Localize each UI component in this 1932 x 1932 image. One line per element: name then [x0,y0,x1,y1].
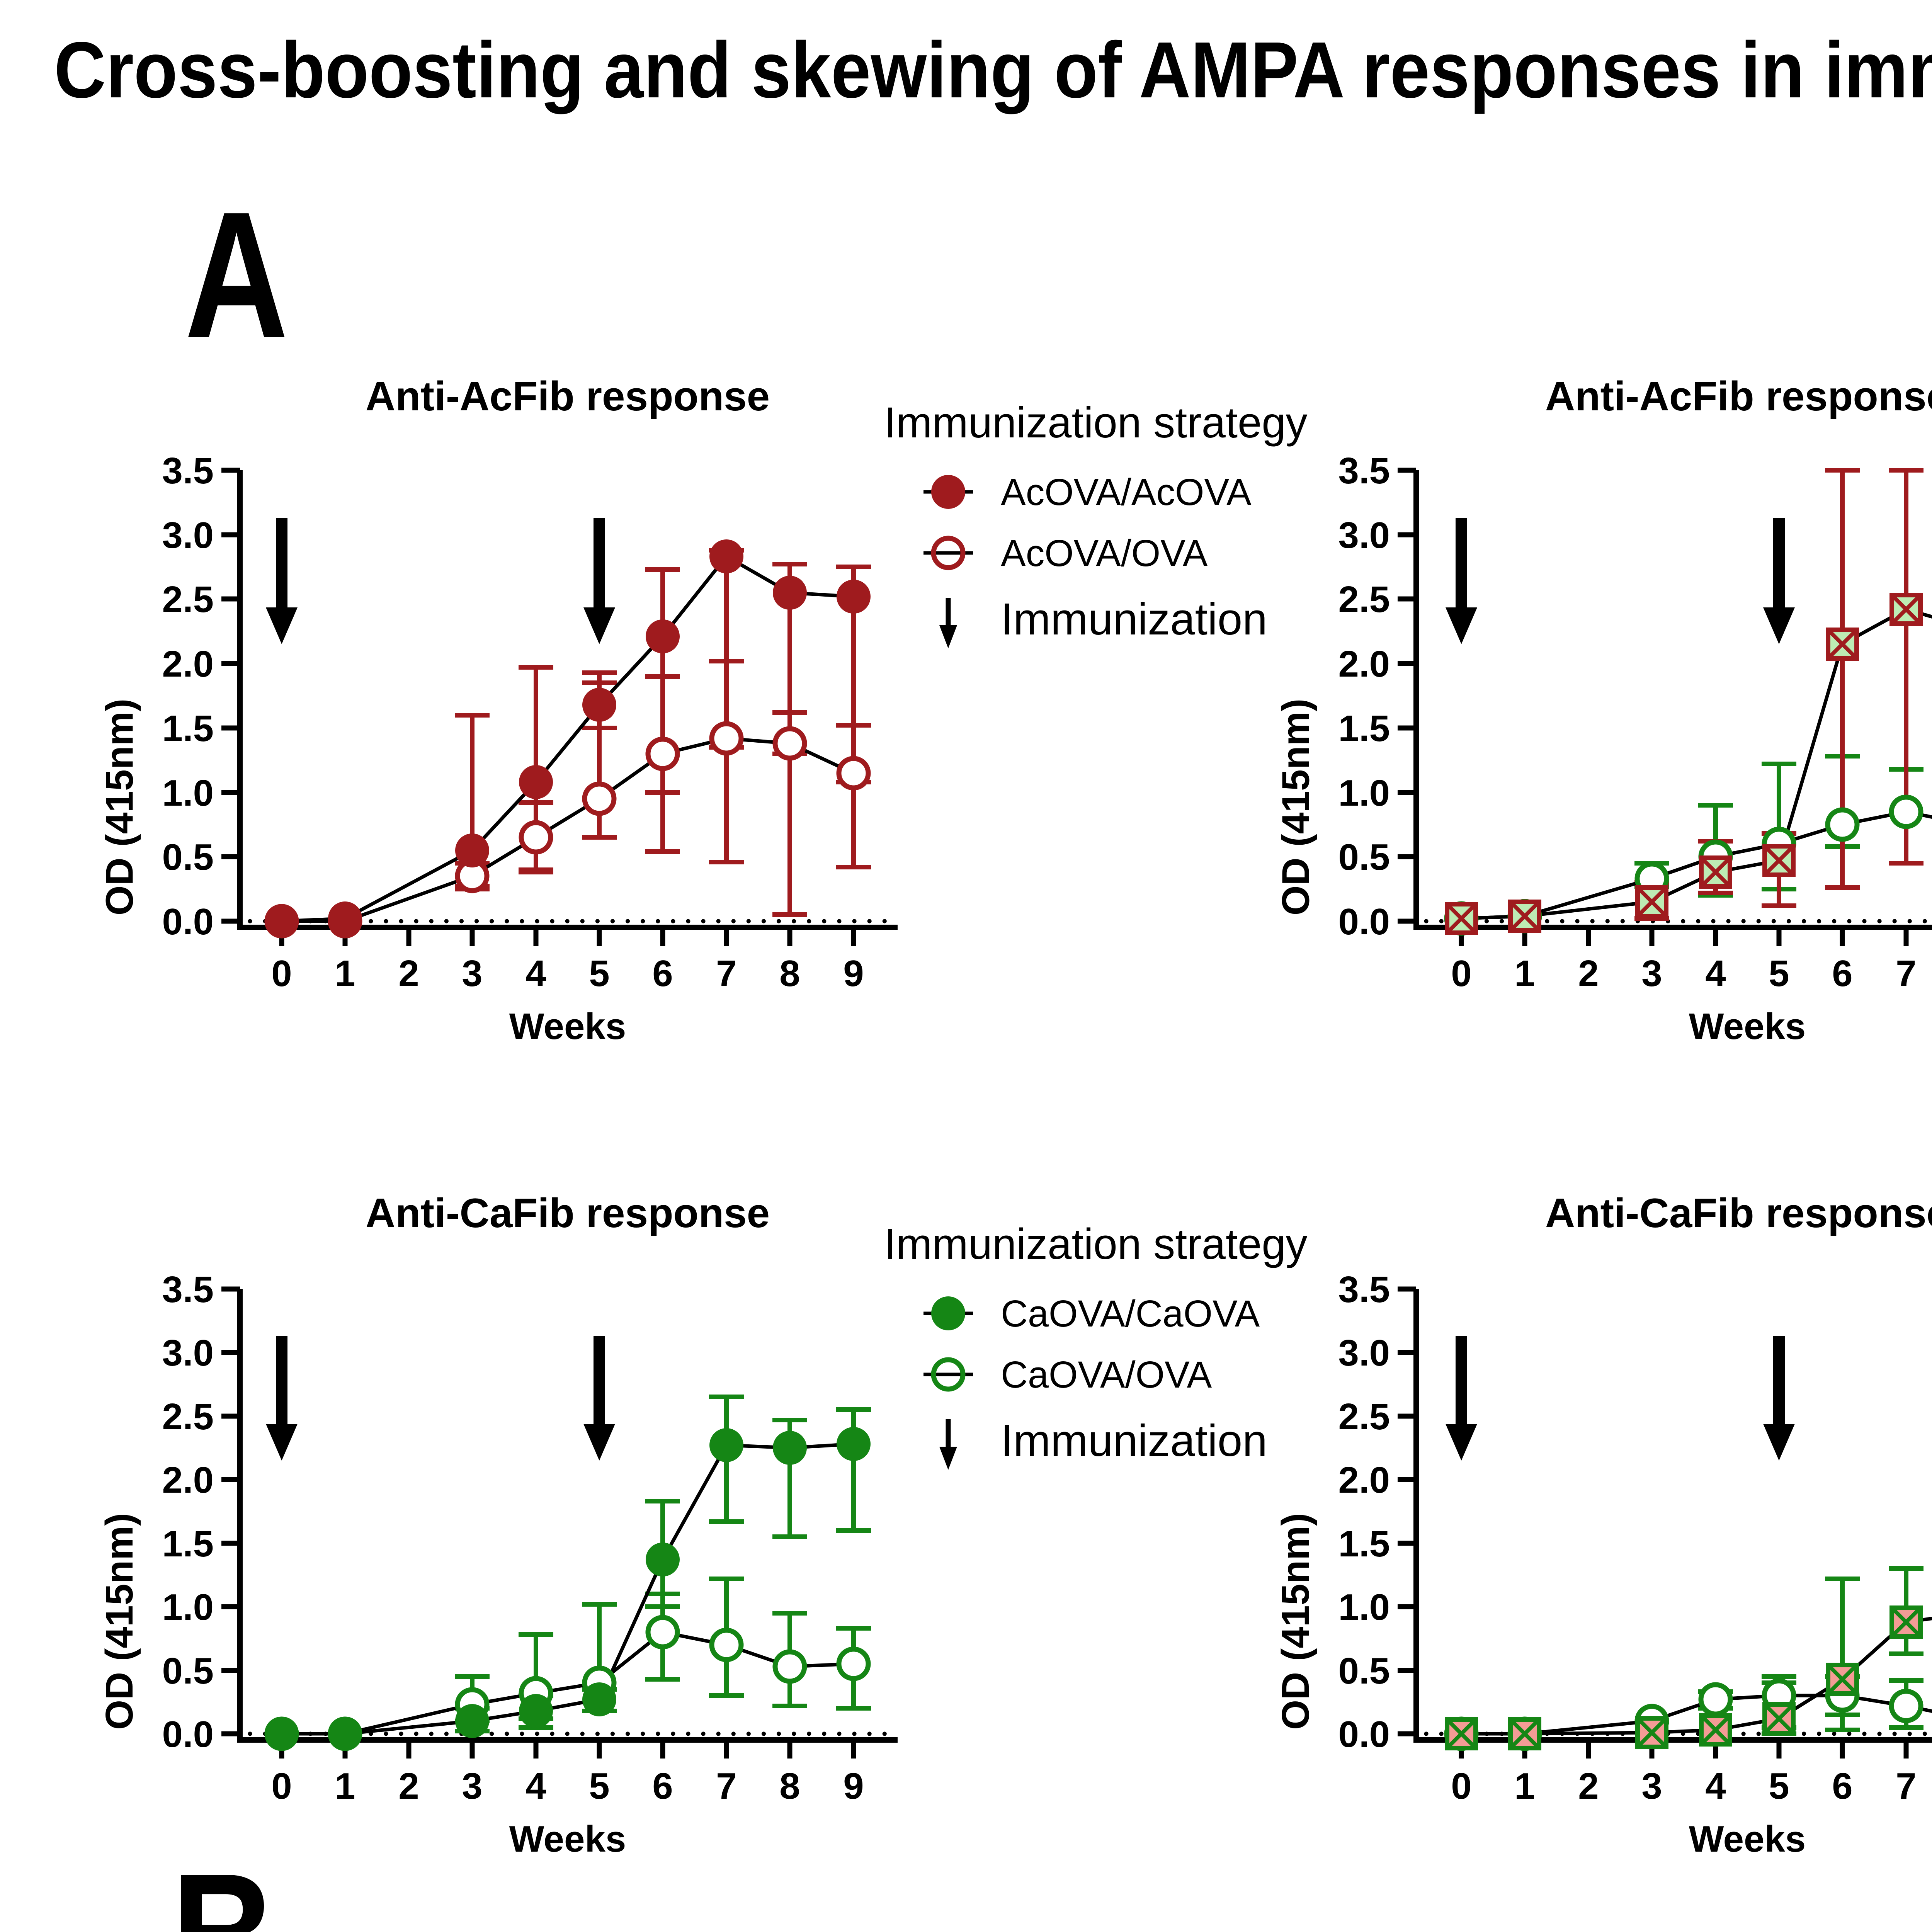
svg-text:2: 2 [398,1765,419,1807]
svg-text:3: 3 [462,953,482,994]
svg-text:5: 5 [589,1765,609,1807]
svg-text:7: 7 [716,953,736,994]
svg-text:2.0: 2.0 [1338,643,1390,685]
svg-text:1.5: 1.5 [1338,708,1390,749]
svg-text:6: 6 [652,1765,673,1807]
svg-text:A: A [185,174,288,375]
svg-text:6: 6 [1832,953,1852,994]
svg-text:0.5: 0.5 [1338,837,1390,878]
svg-text:1: 1 [335,953,355,994]
svg-text:Weeks: Weeks [1689,1818,1806,1860]
svg-text:3.5: 3.5 [162,450,214,492]
svg-text:Anti-CaFib response: Anti-CaFib response [1545,1190,1932,1236]
svg-text:6: 6 [1832,1765,1852,1807]
svg-text:AcOVA/OVA: AcOVA/OVA [1001,532,1208,574]
svg-text:3.0: 3.0 [162,515,214,556]
svg-text:2.5: 2.5 [162,1396,214,1437]
svg-text:4: 4 [526,1765,546,1807]
svg-text:6: 6 [652,953,673,994]
svg-text:8: 8 [779,1765,800,1807]
svg-text:9: 9 [843,953,864,994]
svg-text:0.0: 0.0 [1338,1714,1390,1755]
svg-text:Weeks: Weeks [1689,1006,1806,1047]
svg-text:2: 2 [1578,1765,1599,1807]
svg-text:3: 3 [1641,1765,1662,1807]
svg-text:4: 4 [1705,1765,1726,1807]
svg-text:1: 1 [335,1765,355,1807]
svg-text:0: 0 [1451,1765,1471,1807]
svg-text:3.0: 3.0 [1338,515,1390,556]
svg-text:Cross-boosting and skewing of: Cross-boosting and skewing of AMPA respo… [54,26,1932,114]
svg-text:0.0: 0.0 [1338,901,1390,942]
svg-text:2.0: 2.0 [1338,1459,1390,1501]
svg-text:Weeks: Weeks [509,1006,626,1047]
svg-text:AcOVA/AcOVA: AcOVA/AcOVA [1001,471,1252,513]
svg-text:B: B [171,1836,276,1932]
svg-text:2: 2 [398,953,419,994]
svg-text:3.5: 3.5 [1338,450,1390,492]
svg-text:Anti-AcFib response: Anti-AcFib response [366,373,770,419]
svg-text:0: 0 [271,953,292,994]
svg-text:Immunization: Immunization [1001,1415,1267,1466]
svg-text:9: 9 [843,1765,864,1807]
svg-text:0.5: 0.5 [1338,1650,1390,1692]
svg-text:7: 7 [1896,953,1916,994]
svg-text:0.0: 0.0 [162,901,214,942]
svg-text:7: 7 [1896,1765,1916,1807]
svg-text:Anti-AcFib response: Anti-AcFib response [1545,373,1932,419]
svg-text:1.5: 1.5 [162,708,214,749]
svg-text:8: 8 [779,953,800,994]
svg-text:2.5: 2.5 [1338,579,1390,620]
svg-text:CaOVA/OVA: CaOVA/OVA [1001,1354,1212,1396]
svg-text:2.5: 2.5 [1338,1396,1390,1437]
svg-text:Immunization: Immunization [1001,594,1267,644]
svg-text:3: 3 [1641,953,1662,994]
svg-text:1.0: 1.0 [162,772,214,814]
svg-text:1: 1 [1514,953,1535,994]
svg-text:3.0: 3.0 [162,1332,214,1374]
svg-text:1.5: 1.5 [1338,1523,1390,1565]
svg-text:5: 5 [1769,1765,1789,1807]
svg-text:4: 4 [1705,953,1726,994]
svg-text:1: 1 [1514,1765,1535,1807]
svg-text:4: 4 [526,953,546,994]
svg-text:2.5: 2.5 [162,579,214,620]
svg-text:0: 0 [1451,953,1471,994]
svg-text:0: 0 [271,1765,292,1807]
svg-text:0.0: 0.0 [162,1714,214,1755]
svg-text:1.0: 1.0 [1338,772,1390,814]
svg-text:3.5: 3.5 [1338,1269,1390,1310]
svg-text:7: 7 [716,1765,736,1807]
svg-text:CaOVA/CaOVA: CaOVA/CaOVA [1001,1293,1260,1335]
svg-text:OD (415nm): OD (415nm) [98,1513,141,1730]
svg-text:1.0: 1.0 [1338,1587,1390,1628]
svg-text:2.0: 2.0 [162,643,214,685]
svg-text:3.5: 3.5 [162,1269,214,1310]
svg-text:Immunization strategy: Immunization strategy [884,398,1308,447]
svg-text:0.5: 0.5 [162,837,214,878]
svg-text:3: 3 [462,1765,482,1807]
svg-text:2.0: 2.0 [162,1459,214,1501]
svg-text:Immunization strategy: Immunization strategy [884,1220,1308,1268]
svg-text:1.5: 1.5 [162,1523,214,1565]
svg-text:OD (415nm): OD (415nm) [1274,1513,1317,1730]
svg-text:5: 5 [1769,953,1789,994]
svg-text:OD (415nm): OD (415nm) [98,699,141,915]
svg-text:0.5: 0.5 [162,1650,214,1692]
svg-text:1.0: 1.0 [162,1587,214,1628]
svg-text:2: 2 [1578,953,1599,994]
svg-text:Anti-CaFib response: Anti-CaFib response [366,1190,770,1236]
svg-text:3.0: 3.0 [1338,1332,1390,1374]
svg-text:5: 5 [589,953,609,994]
svg-text:Weeks: Weeks [509,1818,626,1860]
svg-text:OD (415nm): OD (415nm) [1274,699,1317,915]
